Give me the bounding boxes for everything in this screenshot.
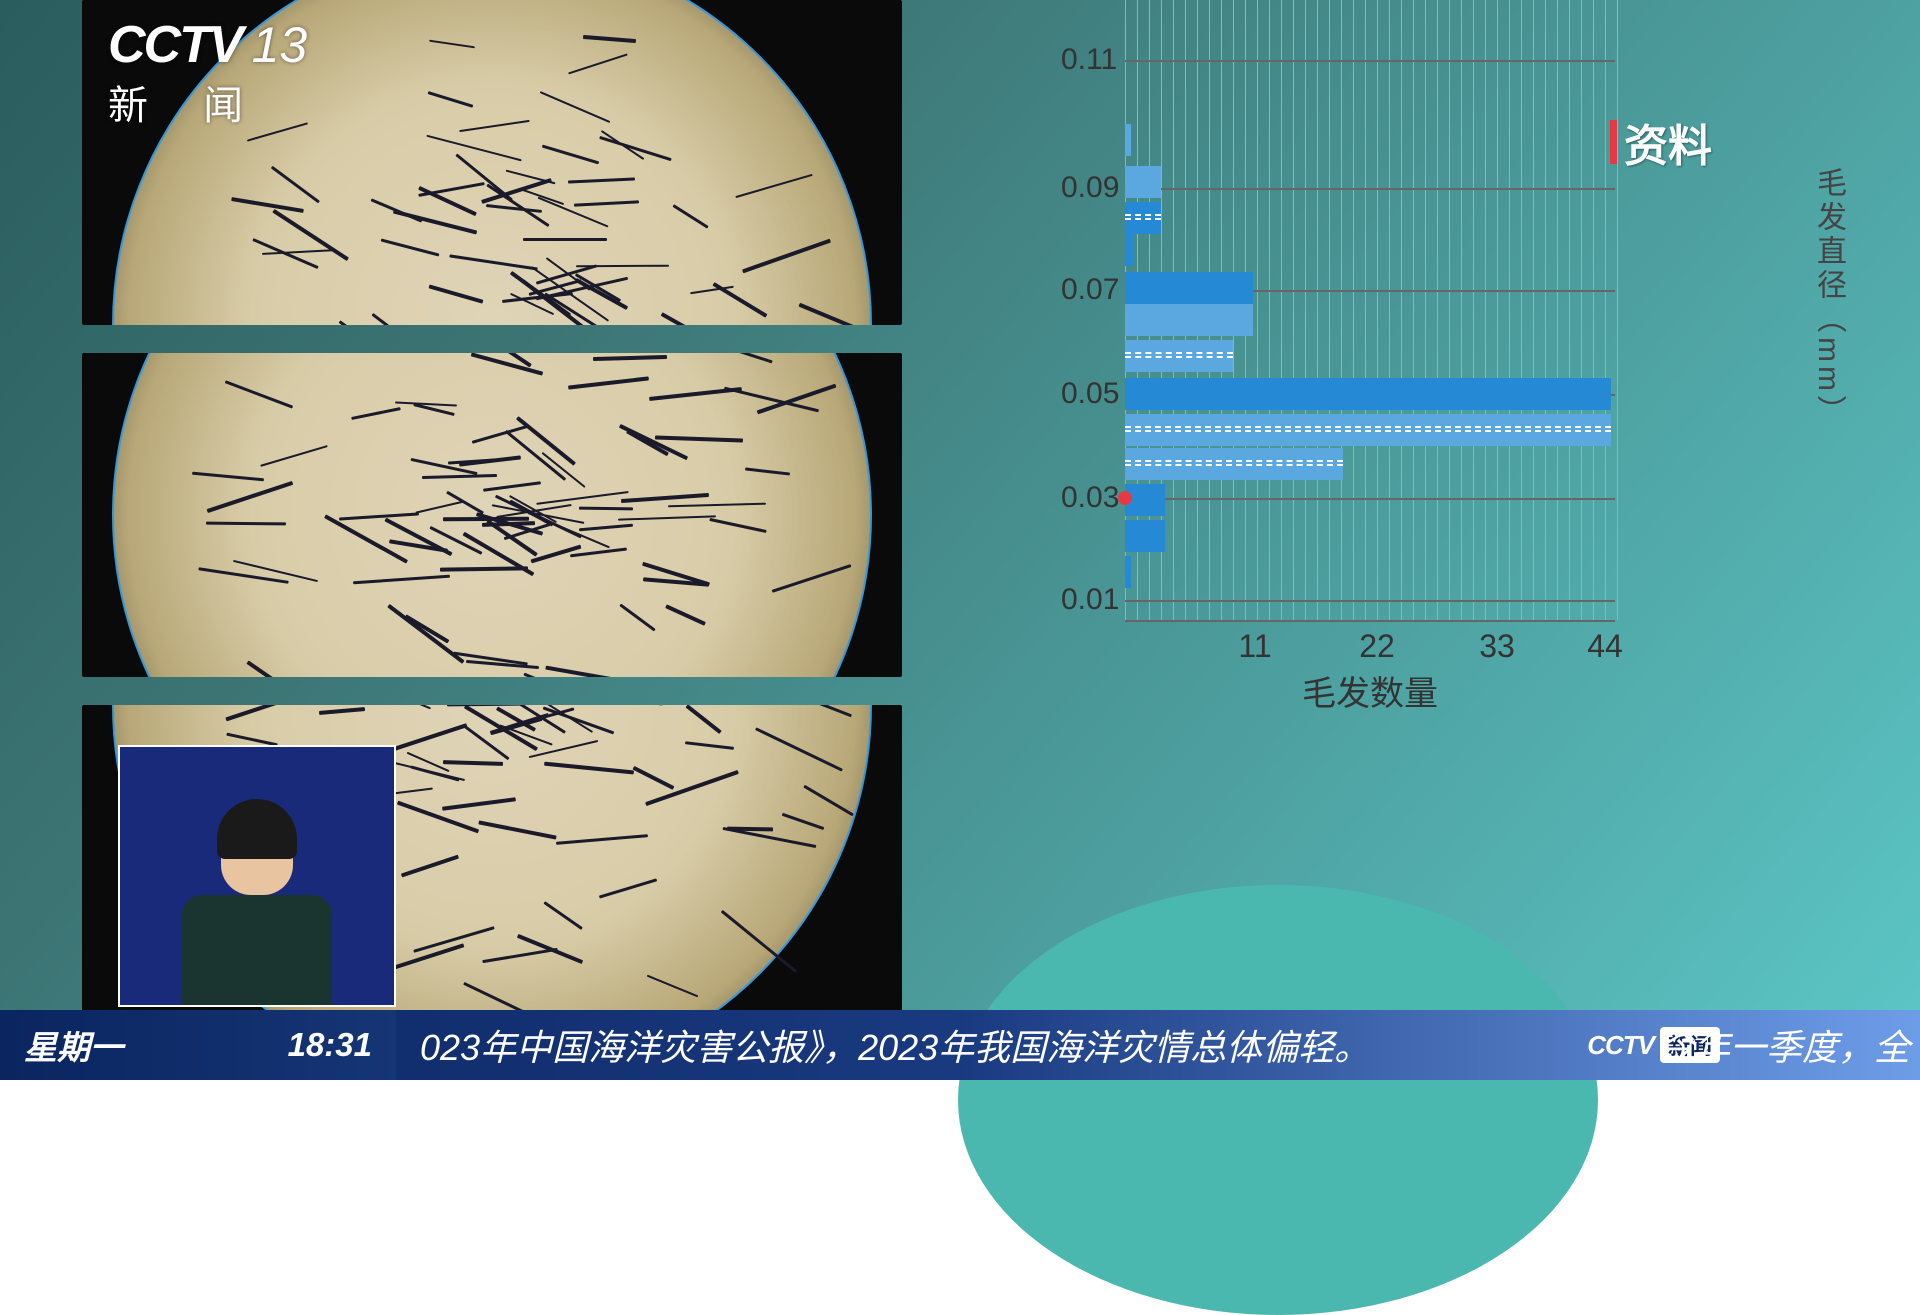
y-tick-label: 0.11 — [1061, 43, 1117, 77]
sign-interpreter-icon — [182, 805, 332, 1005]
hair-diameter-chart: 毛发数量 毛发直径（mm） 0.110.090.070.050.030.0111… — [1085, 0, 1875, 700]
decoration-ellipse — [958, 885, 1598, 1315]
logo-channel-number: 13 — [252, 16, 308, 74]
chart-plot: 毛发数量 毛发直径（mm） 0.110.090.070.050.030.0111… — [1125, 0, 1615, 620]
y-axis-label: 毛发直径（mm） — [1806, 167, 1850, 429]
chart-bar — [1125, 166, 1161, 198]
x-tick-label: 33 — [1479, 628, 1515, 665]
chart-bar — [1125, 556, 1131, 588]
scope-image-middle — [82, 353, 902, 678]
chart-bar — [1125, 378, 1611, 410]
x-axis-label: 毛发数量 — [1302, 666, 1438, 715]
ticker-logo-brand: CCTV — [1587, 1030, 1654, 1061]
channel-logo: CCTV 13 新 闻 — [108, 15, 307, 131]
sign-language-pip — [118, 745, 396, 1007]
y-tick-label: 0.05 — [1061, 377, 1119, 411]
ticker-datetime: 星期一 18:31 — [0, 1010, 396, 1080]
news-ticker: 星期一 18:31 023年中国海洋灾害公报》，2023年我国海洋灾情总体偏轻。… — [0, 1010, 1920, 1080]
chart-bar — [1125, 234, 1133, 266]
y-tick-label: 0.09 — [1061, 171, 1119, 205]
chart-bar — [1125, 304, 1253, 336]
ticker-tail: 今年一季度，全 — [1658, 1019, 1910, 1071]
y-tick-label: 0.03 — [1061, 481, 1119, 515]
ticker-day: 星期一 — [24, 1021, 123, 1069]
x-tick-label: 44 — [1587, 628, 1623, 665]
logo-channel-name: 新 闻 — [108, 73, 307, 131]
chart-bar — [1125, 124, 1131, 156]
chart-bar — [1125, 520, 1165, 552]
data-panel: 资料 毛发数量 毛发直径（mm） 0.110.090.070.050.030.0… — [960, 0, 1920, 1030]
x-tick-label: 22 — [1359, 628, 1395, 665]
y-tick-label: 0.01 — [1061, 583, 1119, 617]
x-tick-label: 11 — [1238, 628, 1271, 665]
broadcast-frame: 资料 毛发数量 毛发直径（mm） 0.110.090.070.050.030.0… — [0, 0, 1920, 1030]
logo-brand: CCTV — [108, 15, 242, 75]
chart-marker-dot — [1118, 491, 1132, 505]
ticker-time: 18:31 — [288, 1026, 372, 1064]
y-tick-label: 0.07 — [1061, 273, 1119, 307]
chart-bar — [1125, 272, 1253, 304]
